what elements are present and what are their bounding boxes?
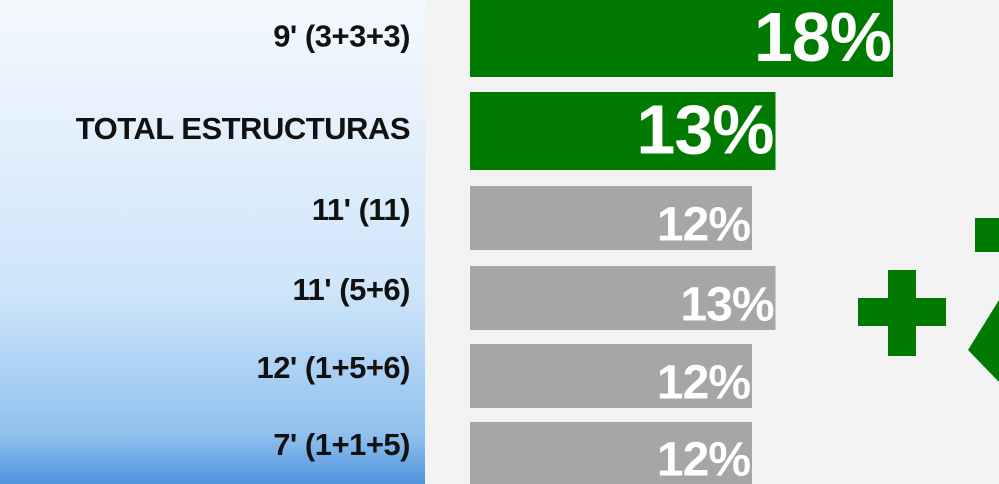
category-label: 9' (3+3+3) [273, 19, 410, 54]
bar [470, 186, 752, 250]
category-label: 7' (1+1+5) [273, 427, 410, 462]
bar [470, 422, 752, 484]
bar [470, 0, 893, 77]
value-label: 13% [636, 90, 773, 168]
label-panel [0, 0, 425, 484]
value-label: 12% [657, 434, 750, 484]
bar [470, 344, 752, 408]
value-label: 13% [680, 279, 773, 332]
category-label: TOTAL ESTRUCTURAS [76, 111, 410, 146]
bar [470, 266, 776, 330]
category-label: 11' (11) [312, 192, 410, 227]
value-label: 12% [657, 199, 750, 252]
value-label: 12% [657, 357, 750, 410]
category-label: 12' (1+5+6) [256, 350, 410, 385]
category-label: 11' (5+6) [293, 272, 411, 307]
plus-icon [858, 218, 999, 382]
value-label: 18% [754, 0, 891, 76]
bar [470, 92, 776, 170]
